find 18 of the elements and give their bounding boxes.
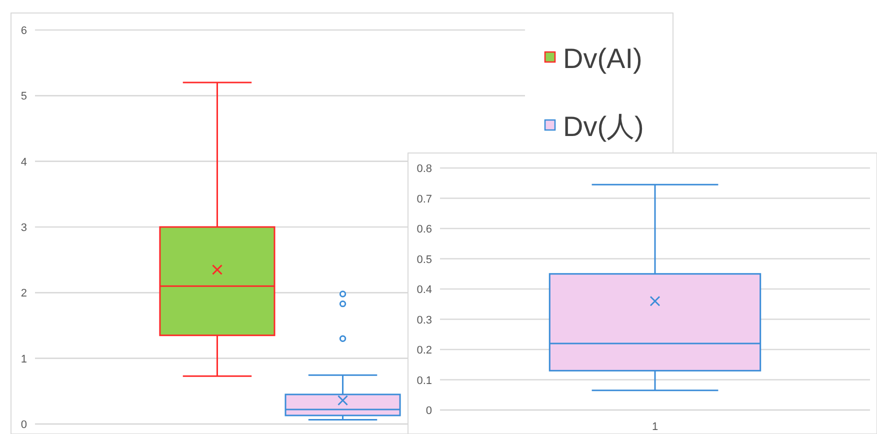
y-tick-label: 0 [20,419,27,431]
y-tick-label: 0.4 [416,284,432,296]
y-tick-label: 3 [20,222,27,234]
y-tick-label: 2 [20,288,27,300]
y-tick-label: 0.8 [416,163,432,175]
y-tick-label: 4 [20,156,27,168]
y-tick-label: 5 [20,90,27,103]
legend-label: Dv(人) [563,111,644,142]
y-tick-label: 0.6 [416,224,432,236]
y-tick-label: 0.1 [416,374,432,387]
legend-label: Dv(AI) [563,43,642,74]
y-tick-label: 0.7 [416,193,432,206]
y-tick-label: 6 [20,25,27,37]
y-tick-label: 0.5 [416,254,432,266]
y-tick-label: 0.3 [416,314,432,326]
y-tick-label: 0 [426,405,432,417]
y-tick-label: 0.2 [416,344,432,356]
y-tick-label: 1 [20,353,27,366]
